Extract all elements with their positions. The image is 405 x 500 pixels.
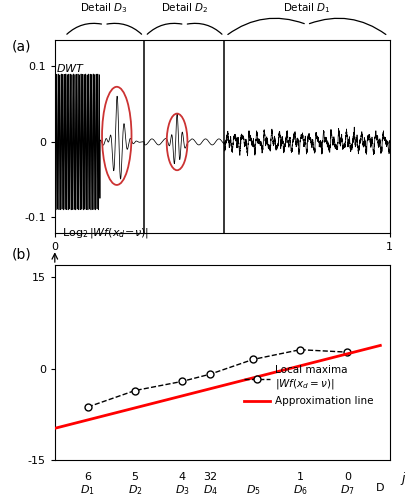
Local maxima
$|Wf(x_d=\nu)|$ bbox=[250, 356, 255, 362]
Text: 4: 4 bbox=[178, 472, 185, 482]
Text: Detail $D_3$: Detail $D_3$ bbox=[80, 1, 128, 15]
Text: 5: 5 bbox=[131, 472, 138, 482]
Text: $D_1$: $D_1$ bbox=[80, 484, 95, 497]
Text: 6: 6 bbox=[84, 472, 91, 482]
Text: Detail $D_2$: Detail $D_2$ bbox=[160, 1, 208, 15]
Line: Local maxima
$|Wf(x_d=\nu)|$: Local maxima $|Wf(x_d=\nu)|$ bbox=[84, 346, 350, 410]
Text: (a): (a) bbox=[11, 40, 31, 54]
Text: 1: 1 bbox=[296, 472, 303, 482]
Text: $D_4$: $D_4$ bbox=[202, 484, 217, 497]
Text: $D_7$: $D_7$ bbox=[339, 484, 354, 497]
Local maxima
$|Wf(x_d=\nu)|$ bbox=[297, 346, 302, 352]
Local maxima
$|Wf(x_d=\nu)|$ bbox=[132, 388, 137, 394]
Text: (b): (b) bbox=[11, 247, 31, 261]
Text: $D_3$: $D_3$ bbox=[174, 484, 189, 497]
Legend: Local maxima
$|Wf(x_d=\nu)|$, Approximation line: Local maxima $|Wf(x_d=\nu)|$, Approximat… bbox=[239, 361, 377, 410]
Local maxima
$|Wf(x_d=\nu)|$ bbox=[207, 371, 212, 377]
Text: $\eta$: $\eta$ bbox=[217, 267, 227, 282]
Text: Detail $D_1$: Detail $D_1$ bbox=[282, 1, 330, 15]
Text: $\mathrm{Log}_2\,|Wf(x_d\!=\!\nu)|$: $\mathrm{Log}_2\,|Wf(x_d\!=\!\nu)|$ bbox=[62, 226, 148, 239]
Text: $D_5$: $D_5$ bbox=[245, 484, 260, 497]
Text: $D_6$: $D_6$ bbox=[292, 484, 307, 497]
Text: 0: 0 bbox=[343, 472, 350, 482]
Local maxima
$|Wf(x_d=\nu)|$ bbox=[179, 378, 184, 384]
Text: 32: 32 bbox=[203, 472, 217, 482]
Text: $D_2$: $D_2$ bbox=[127, 484, 142, 497]
Local maxima
$|Wf(x_d=\nu)|$ bbox=[85, 404, 90, 410]
Text: $DWT$: $DWT$ bbox=[56, 62, 85, 74]
Text: $j$: $j$ bbox=[399, 470, 405, 487]
Local maxima
$|Wf(x_d=\nu)|$ bbox=[344, 349, 349, 355]
Text: D: D bbox=[375, 484, 384, 494]
